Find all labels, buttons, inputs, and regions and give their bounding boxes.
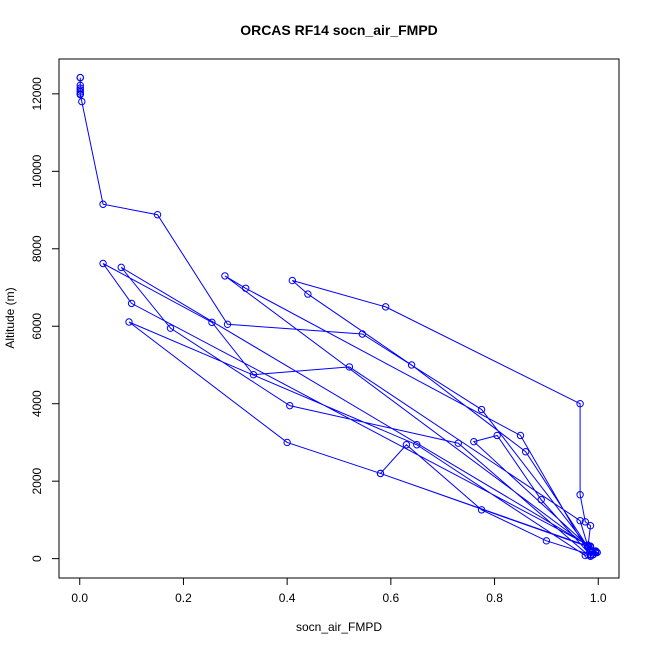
data-point: [477, 506, 486, 514]
x-axis: 0.0 0.2 0.4 0.6 0.8 1.0: [71, 577, 607, 605]
data-point: [127, 299, 136, 308]
y-tick-label: 4000: [30, 390, 44, 417]
data-point: [586, 522, 595, 530]
data-point: [470, 437, 478, 446]
data-point: [76, 90, 84, 99]
data-point: [402, 441, 411, 449]
series-line: [79, 77, 599, 557]
x-tick-label: 0.6: [383, 591, 400, 605]
data-point: [249, 370, 258, 379]
data-point: [586, 543, 595, 551]
data-point: [358, 330, 367, 338]
data-point: [153, 211, 162, 219]
data-point: [208, 318, 216, 327]
data-point: [586, 551, 595, 559]
y-tick-label: 10000: [30, 154, 44, 188]
y-tick-label: 6000: [30, 313, 44, 340]
data-point: [125, 318, 133, 326]
data-point: [345, 363, 354, 371]
data-point: [493, 431, 501, 440]
x-tick-label: 0.0: [71, 591, 88, 605]
data-point: [581, 551, 589, 560]
data-point: [576, 516, 584, 525]
data-point: [521, 448, 530, 456]
x-tick-label: 0.2: [175, 591, 192, 605]
data-point: [381, 303, 390, 311]
x-axis-label: socn_air_FMPD: [296, 620, 382, 634]
data-point: [516, 431, 525, 440]
x-tick-label: 0.4: [279, 591, 296, 605]
data-point: [576, 491, 584, 499]
x-tick-label: 0.8: [486, 591, 503, 605]
data-point: [288, 276, 297, 285]
data-point: [576, 400, 584, 408]
data-point: [241, 284, 250, 292]
data-point: [593, 548, 601, 557]
x-tick-label: 1.0: [590, 591, 607, 605]
data-point: [221, 272, 229, 280]
y-axis: 0 2000 4000 6000 8000 10000 12000: [30, 77, 60, 562]
y-tick-label: 12000: [30, 77, 44, 111]
data-point: [223, 320, 232, 329]
y-tick-label: 2000: [30, 468, 44, 495]
y-axis-label: Altitude (m): [3, 287, 17, 348]
data-point: [78, 97, 86, 106]
data-point: [99, 200, 107, 208]
chart-title: ORCAS RF14 socn_air_FMPD: [240, 22, 438, 38]
data-point: [542, 537, 551, 545]
data-series: [76, 73, 601, 561]
data-point: [376, 469, 385, 478]
data-point: [454, 439, 462, 447]
data-point: [283, 438, 291, 447]
data-point: [117, 263, 125, 272]
data-point: [581, 518, 589, 526]
data-point: [76, 88, 84, 96]
data-point: [537, 496, 545, 504]
data-point: [286, 401, 294, 410]
data-point: [166, 324, 175, 332]
data-point: [407, 361, 416, 369]
data-point: [76, 73, 84, 82]
data-point: [76, 86, 84, 94]
y-tick-label: 8000: [30, 235, 44, 262]
data-point: [477, 405, 486, 414]
data-point: [413, 441, 421, 449]
data-point: [99, 259, 107, 268]
y-tick-label: 0: [30, 555, 44, 562]
plot-frame: [58, 58, 620, 579]
data-point: [591, 547, 600, 555]
data-point: [304, 290, 312, 298]
